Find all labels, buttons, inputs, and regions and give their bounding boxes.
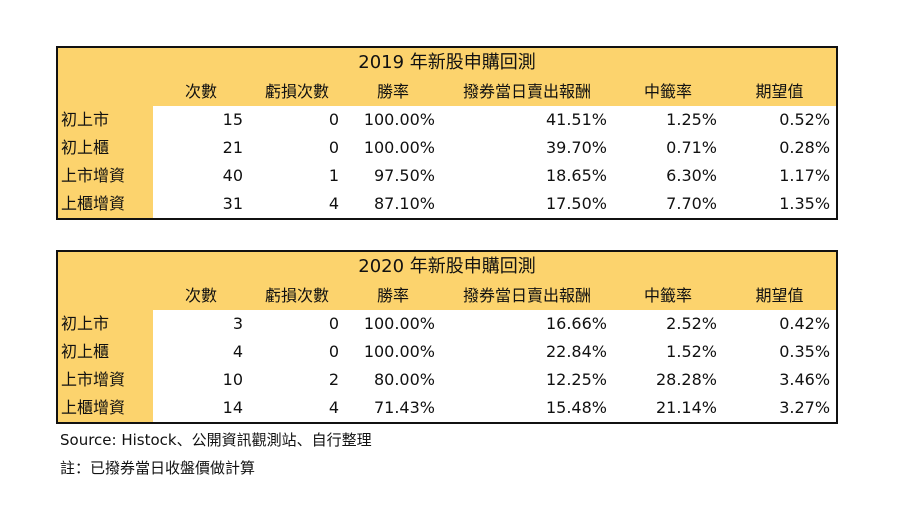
cell-return: 16.66% bbox=[441, 310, 613, 338]
cell-expected-value: 3.27% bbox=[723, 394, 839, 424]
cell-expected-value: 0.42% bbox=[723, 310, 839, 338]
header-corner bbox=[56, 282, 153, 310]
cell-win-rate: 71.43% bbox=[345, 394, 441, 424]
cell-lottery-rate: 1.52% bbox=[613, 338, 723, 366]
table-title-row: 2019 年新股申購回測 bbox=[55, 46, 839, 78]
table-row: 上市增資 10 2 80.00% 12.25% 28.28% 3.46% bbox=[56, 366, 839, 394]
cell-win-rate: 100.00% bbox=[345, 134, 441, 162]
cell-loss-count: 1 bbox=[249, 162, 345, 190]
row-label: 上櫃增資 bbox=[56, 190, 153, 220]
cell-lottery-rate: 21.14% bbox=[613, 394, 723, 424]
table-title: 2020 年新股申購回測 bbox=[55, 250, 839, 282]
row-label: 初上櫃 bbox=[56, 338, 153, 366]
cell-win-rate: 100.00% bbox=[345, 338, 441, 366]
cell-lottery-rate: 28.28% bbox=[613, 366, 723, 394]
cell-return: 22.84% bbox=[441, 338, 613, 366]
row-label: 初上市 bbox=[56, 106, 153, 134]
cell-expected-value: 0.28% bbox=[723, 134, 839, 162]
cell-loss-count: 4 bbox=[249, 190, 345, 220]
header-row: 次數 虧損次數 勝率 撥券當日賣出報酬 中籤率 期望值 bbox=[56, 282, 839, 310]
header-expected-value: 期望值 bbox=[723, 282, 839, 310]
header-win-rate: 勝率 bbox=[345, 282, 441, 310]
cell-return: 12.25% bbox=[441, 366, 613, 394]
cell-count: 10 bbox=[153, 366, 249, 394]
table-title: 2019 年新股申購回測 bbox=[55, 46, 839, 78]
cell-win-rate: 100.00% bbox=[345, 310, 441, 338]
table-2019: 2019 年新股申購回測 次數 虧損次數 勝率 撥券當日賣出報酬 中籤率 期望值… bbox=[55, 46, 839, 220]
table-title-row: 2020 年新股申購回測 bbox=[55, 250, 839, 282]
cell-count: 31 bbox=[153, 190, 249, 220]
header-count: 次數 bbox=[153, 78, 249, 106]
cell-return: 41.51% bbox=[441, 106, 613, 134]
header-win-rate: 勝率 bbox=[345, 78, 441, 106]
cell-loss-count: 2 bbox=[249, 366, 345, 394]
header-loss-count: 虧損次數 bbox=[249, 282, 345, 310]
table-row: 初上市 15 0 100.00% 41.51% 1.25% 0.52% bbox=[56, 106, 839, 134]
cell-lottery-rate: 0.71% bbox=[613, 134, 723, 162]
cell-loss-count: 0 bbox=[249, 106, 345, 134]
cell-count: 4 bbox=[153, 338, 249, 366]
header-return: 撥券當日賣出報酬 bbox=[441, 78, 613, 106]
calculation-note: 註：已撥券當日收盤價做計算 bbox=[60, 459, 256, 477]
cell-count: 14 bbox=[153, 394, 249, 424]
cell-count: 15 bbox=[153, 106, 249, 134]
header-row: 次數 虧損次數 勝率 撥券當日賣出報酬 中籤率 期望值 bbox=[56, 78, 839, 106]
table-row: 初上市 3 0 100.00% 16.66% 2.52% 0.42% bbox=[56, 310, 839, 338]
cell-return: 18.65% bbox=[441, 162, 613, 190]
cell-expected-value: 0.52% bbox=[723, 106, 839, 134]
table-2020: 2020 年新股申購回測 次數 虧損次數 勝率 撥券當日賣出報酬 中籤率 期望值… bbox=[55, 250, 839, 424]
source-note: Source: Histock、公開資訊觀測站、自行整理 bbox=[60, 431, 372, 449]
cell-expected-value: 3.46% bbox=[723, 366, 839, 394]
cell-lottery-rate: 2.52% bbox=[613, 310, 723, 338]
cell-win-rate: 100.00% bbox=[345, 106, 441, 134]
cell-win-rate: 80.00% bbox=[345, 366, 441, 394]
cell-expected-value: 1.17% bbox=[723, 162, 839, 190]
cell-expected-value: 0.35% bbox=[723, 338, 839, 366]
header-corner bbox=[56, 78, 153, 106]
header-count: 次數 bbox=[153, 282, 249, 310]
cell-loss-count: 0 bbox=[249, 134, 345, 162]
header-lottery-rate: 中籤率 bbox=[613, 282, 723, 310]
table-row: 上櫃增資 14 4 71.43% 15.48% 21.14% 3.27% bbox=[56, 394, 839, 424]
cell-lottery-rate: 6.30% bbox=[613, 162, 723, 190]
header-lottery-rate: 中籤率 bbox=[613, 78, 723, 106]
table-row: 初上櫃 4 0 100.00% 22.84% 1.52% 0.35% bbox=[56, 338, 839, 366]
table-row: 上櫃增資 31 4 87.10% 17.50% 7.70% 1.35% bbox=[56, 190, 839, 220]
cell-lottery-rate: 1.25% bbox=[613, 106, 723, 134]
cell-win-rate: 87.10% bbox=[345, 190, 441, 220]
cell-return: 15.48% bbox=[441, 394, 613, 424]
row-label: 上市增資 bbox=[56, 366, 153, 394]
table-row: 初上櫃 21 0 100.00% 39.70% 0.71% 0.28% bbox=[56, 134, 839, 162]
row-label: 初上市 bbox=[56, 310, 153, 338]
cell-loss-count: 0 bbox=[249, 338, 345, 366]
table-row: 上市增資 40 1 97.50% 18.65% 6.30% 1.17% bbox=[56, 162, 839, 190]
cell-lottery-rate: 7.70% bbox=[613, 190, 723, 220]
header-loss-count: 虧損次數 bbox=[249, 78, 345, 106]
row-label: 上市增資 bbox=[56, 162, 153, 190]
cell-count: 3 bbox=[153, 310, 249, 338]
row-label: 初上櫃 bbox=[56, 134, 153, 162]
cell-count: 21 bbox=[153, 134, 249, 162]
cell-win-rate: 97.50% bbox=[345, 162, 441, 190]
cell-loss-count: 4 bbox=[249, 394, 345, 424]
cell-expected-value: 1.35% bbox=[723, 190, 839, 220]
cell-return: 17.50% bbox=[441, 190, 613, 220]
cell-loss-count: 0 bbox=[249, 310, 345, 338]
header-return: 撥券當日賣出報酬 bbox=[441, 282, 613, 310]
cell-count: 40 bbox=[153, 162, 249, 190]
row-label: 上櫃增資 bbox=[56, 394, 153, 424]
cell-return: 39.70% bbox=[441, 134, 613, 162]
header-expected-value: 期望值 bbox=[723, 78, 839, 106]
